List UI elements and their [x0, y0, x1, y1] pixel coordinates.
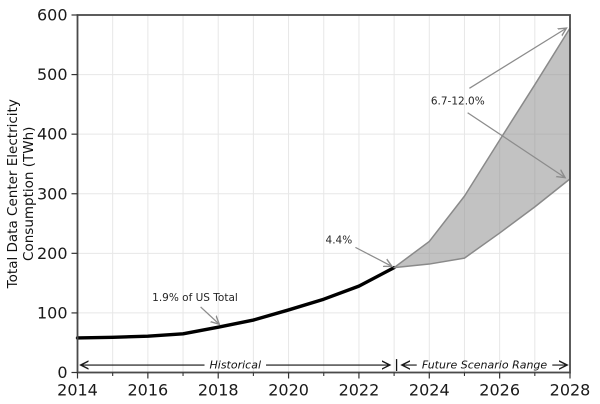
- y-tick-label: 200: [37, 244, 68, 263]
- x-tick-label: 2014: [57, 381, 98, 400]
- annotation-share-2028: 6.7-12.0%: [431, 28, 567, 178]
- annotation-text: 4.4%: [326, 235, 353, 247]
- y-tick-label: 0: [57, 363, 67, 382]
- x-tick-label: 2024: [409, 381, 450, 400]
- y-tick-label: 400: [37, 125, 68, 144]
- x-axis: 2014 2016 2018 2020 2022 2024 2026 2028: [57, 372, 591, 400]
- y-axis-label-line: Total Data Center Electricity: [5, 99, 21, 289]
- y-tick-label: 600: [37, 6, 68, 25]
- x-tick-label: 2018: [198, 381, 239, 400]
- annotation-text: 6.7-12.0%: [431, 95, 485, 107]
- x-tick-label: 2022: [339, 381, 380, 400]
- range-label: Future Scenario Range: [422, 359, 548, 372]
- historical-range-marker: Historical: [81, 359, 390, 372]
- y-axis-label: Total Data Center ElectricityConsumption…: [5, 99, 37, 289]
- annotation-arrow: [200, 306, 220, 324]
- annotation-arrow: [469, 28, 566, 89]
- annotation-share-2023: 4.4%: [326, 235, 392, 267]
- range-label: Historical: [210, 359, 262, 372]
- x-tick-label: 2028: [550, 381, 591, 400]
- x-tick-label: 2016: [127, 381, 168, 400]
- annotation-text: 1.9% of US Total: [152, 292, 238, 304]
- future-range-marker: Future Scenario Range: [402, 359, 567, 372]
- x-tick-label: 2020: [268, 381, 309, 400]
- y-tick-label: 300: [37, 184, 68, 203]
- y-tick-label: 500: [37, 65, 68, 84]
- y-tick-label: 100: [37, 303, 68, 322]
- annotation-arrow: [467, 112, 565, 178]
- y-axis-label-line: Consumption (TWh): [21, 127, 37, 261]
- annotation-arrow: [355, 246, 392, 266]
- x-tick-label: 2026: [479, 381, 520, 400]
- historical-line: [75, 265, 396, 340]
- y-axis: 0 100 200 300 400 500 600: [37, 6, 78, 382]
- annotation-share-2018: 1.9% of US Total: [152, 292, 238, 324]
- future-scenario-range-band: [393, 27, 571, 269]
